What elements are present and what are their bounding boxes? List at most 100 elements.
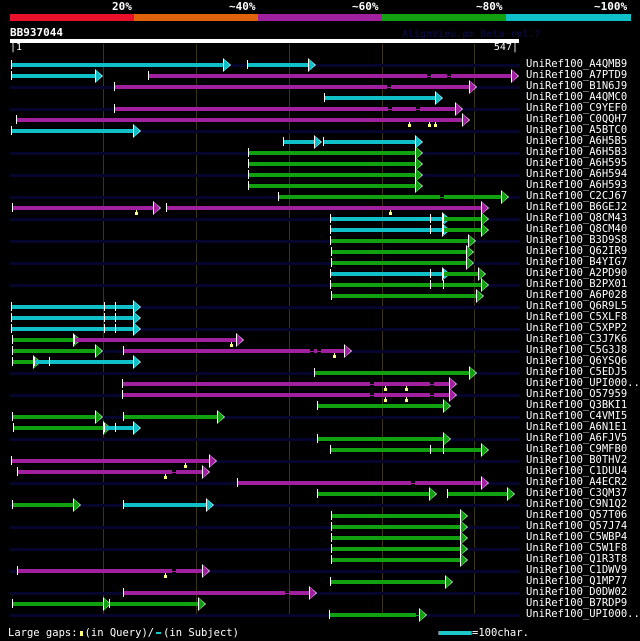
hit-label[interactable]: UniRef100_C0QQH7 <box>526 113 628 125</box>
hit-label[interactable]: UniRef100_D0DW02 <box>526 586 628 598</box>
hit-label[interactable]: UniRef100_B7RDP9 <box>526 597 628 609</box>
row-background-line <box>10 262 520 265</box>
hit-label[interactable]: UniRef100_C5W1F8 <box>526 542 628 554</box>
arrow-head-icon <box>444 400 450 412</box>
hit-label[interactable]: UniRef100_C3J7K6 <box>526 333 628 345</box>
hit-label[interactable]: UniRef100_B1N6J9 <box>526 80 628 92</box>
hit-label[interactable]: UniRef100_B4YIG7 <box>526 256 628 268</box>
hit-label[interactable]: UniRef100_Q57J74 <box>526 520 628 532</box>
segment-start-tick <box>11 302 12 311</box>
segment-start-tick <box>329 610 330 619</box>
hit-label[interactable]: UniRef100_C9MFB0 <box>526 443 628 455</box>
hit-label[interactable]: UniRef100_Q1R3T8 <box>526 553 628 565</box>
hit-label[interactable]: UniRef100_C3QM37 <box>526 487 628 499</box>
hit-label[interactable]: UniRef100_B2PX01 <box>526 278 628 290</box>
hit-label[interactable]: UniRef100_A6H594 <box>526 168 628 180</box>
alignment-segment <box>148 74 512 78</box>
alignment-segment <box>330 283 482 287</box>
alignment-segment <box>330 239 469 243</box>
hit-label[interactable]: UniRef100_C9N1Q2 <box>526 498 628 510</box>
hit-label[interactable]: UniRef100_A2PD90 <box>526 267 628 279</box>
hit-label[interactable]: UniRef100_C5WBP4 <box>526 531 628 543</box>
segment-tick <box>430 280 431 289</box>
hit-label[interactable]: UniRef100_A6H595 <box>526 157 628 169</box>
hit-label[interactable]: UniRef100_UPI000.. <box>526 608 640 620</box>
alignment-segment <box>248 184 416 188</box>
segment-start-tick <box>248 170 249 179</box>
hit-label[interactable]: UniRef100_B3D9S8 <box>526 234 628 246</box>
alignment-segment <box>74 338 237 342</box>
arrow-head-icon <box>461 532 467 544</box>
hit-label[interactable]: UniRef100_A7PTD9 <box>526 69 628 81</box>
hit-label[interactable]: UniRef100_Q57T06 <box>526 509 628 521</box>
segment-tick <box>430 214 431 223</box>
segment-start-tick <box>323 137 324 146</box>
alignment-segment <box>11 74 96 78</box>
arrow-head-icon <box>508 488 514 500</box>
query-gap-marker-icon <box>184 465 187 468</box>
hit-label[interactable]: UniRef100_Q1MP77 <box>526 575 628 587</box>
hit-label[interactable]: UniRef100_UPI000.. <box>526 377 640 389</box>
subject-gap-line <box>430 395 434 396</box>
hit-label[interactable]: UniRef100_A6H593 <box>526 179 628 191</box>
segment-start-tick <box>330 577 331 586</box>
arrow-head-icon <box>345 345 351 357</box>
segment-tick <box>104 302 105 311</box>
hit-label[interactable]: UniRef100_A6N1E1 <box>526 421 628 433</box>
arrow-head-icon <box>482 202 488 214</box>
alignment-segment <box>329 613 420 617</box>
query-gap-stem <box>334 353 335 355</box>
hit-label[interactable]: UniRef100_A6H5B3 <box>526 146 628 158</box>
arrow-head-icon <box>416 136 422 148</box>
hit-label[interactable]: UniRef100_O57959 <box>526 388 628 400</box>
hit-label[interactable]: UniRef100_Q8CM43 <box>526 212 628 224</box>
query-gap-stem <box>390 210 391 212</box>
alignment-segment <box>123 349 345 353</box>
alignment-segment <box>12 503 74 507</box>
hit-label[interactable]: UniRef100_Q6YSQ6 <box>526 355 628 367</box>
hit-label[interactable]: UniRef100_C2CJ67 <box>526 190 628 202</box>
hit-label[interactable]: UniRef100_Q62IR9 <box>526 245 628 257</box>
hit-label[interactable]: UniRef100_A4ECR2 <box>526 476 628 488</box>
hit-label[interactable]: UniRef100_A6FJV5 <box>526 432 628 444</box>
hit-label[interactable]: UniRef100_A6H5B5 <box>526 135 628 147</box>
hit-label[interactable]: UniRef100_Q6R9L5 <box>526 300 628 312</box>
segment-start-tick <box>12 500 13 509</box>
segment-start-tick <box>109 599 110 608</box>
arrow-head-icon <box>310 587 316 599</box>
segment-start-tick <box>330 269 331 278</box>
hit-label[interactable]: UniRef100_A4QMB9 <box>526 58 628 70</box>
segment-tick <box>49 357 50 366</box>
hit-label[interactable]: UniRef100_C5XLF8 <box>526 311 628 323</box>
arrow-head-icon <box>96 345 102 357</box>
subject-gap-line <box>430 384 434 385</box>
hit-label[interactable]: UniRef100_C1DWV9 <box>526 564 628 576</box>
hit-label[interactable]: UniRef100_A6P028 <box>526 289 628 301</box>
alignment-segment <box>122 393 450 397</box>
row-background-line <box>10 218 520 221</box>
segment-start-tick <box>34 357 35 366</box>
hit-label[interactable]: UniRef100_A5BTC0 <box>526 124 628 136</box>
subject-gap-line <box>172 472 176 473</box>
hit-label[interactable]: UniRef100_B6GEJ2 <box>526 201 628 213</box>
hit-label[interactable]: UniRef100_C1DUU4 <box>526 465 628 477</box>
query-gap-marker-icon <box>384 388 387 391</box>
hit-label[interactable]: UniRef100_C9YEF0 <box>526 102 628 114</box>
hit-label[interactable]: UniRef100_C5EDJ5 <box>526 366 628 378</box>
legend-in-subject: (in Subject) <box>163 627 239 639</box>
hit-label[interactable]: UniRef100_B0THV2 <box>526 454 628 466</box>
scale-key-label: =100char. <box>472 627 529 639</box>
arrow-head-icon <box>218 411 224 423</box>
hit-label[interactable]: UniRef100_Q3BKI1 <box>526 399 628 411</box>
hit-label[interactable]: UniRef100_A4QMC0 <box>526 91 628 103</box>
hit-label[interactable]: UniRef100_C5XPP2 <box>526 322 628 334</box>
arrow-head-icon <box>207 499 213 511</box>
alignment-segment <box>247 63 309 67</box>
subject-gap-line <box>285 593 289 594</box>
hit-label[interactable]: UniRef100_C4VMI5 <box>526 410 628 422</box>
arrow-head-icon <box>210 455 216 467</box>
hit-label[interactable]: UniRef100_C5G3J8 <box>526 344 628 356</box>
hit-label[interactable]: UniRef100_Q8CM40 <box>526 223 628 235</box>
segment-start-tick <box>122 379 123 388</box>
segment-start-tick <box>331 544 332 553</box>
